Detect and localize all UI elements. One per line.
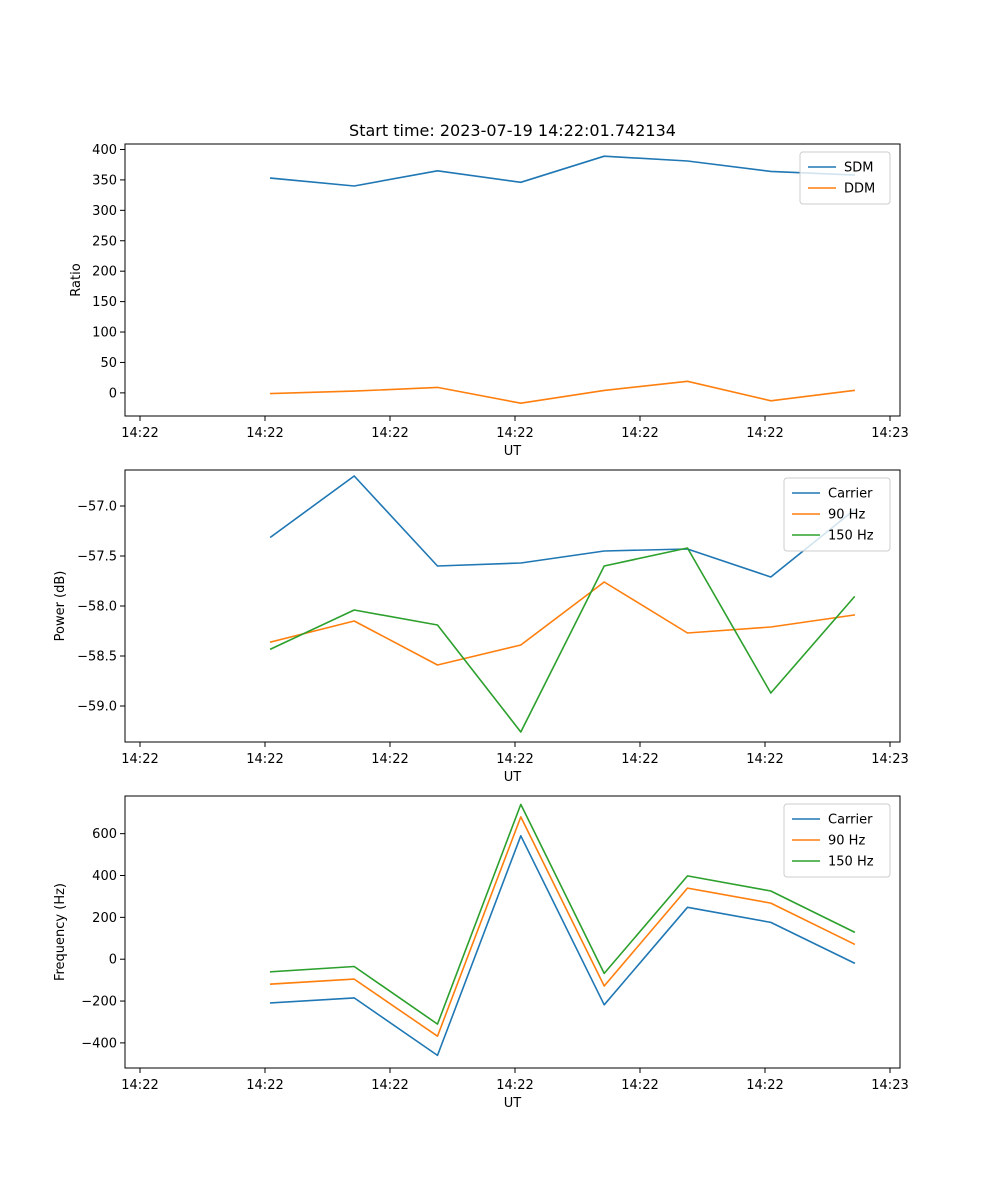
legend: Carrier 90 Hz 150 Hz <box>783 803 891 878</box>
y-tick-label: 150 <box>92 295 117 310</box>
legend-entry: DDM <box>844 182 875 197</box>
y-tick-label: 50 <box>100 356 117 371</box>
legend-frame <box>783 477 891 552</box>
x-tick-label: 14:22 <box>371 426 408 441</box>
y-tick-label: −200 <box>81 995 117 1010</box>
legend-entry: Carrier <box>828 487 873 502</box>
series-line-ddm <box>269 380 856 405</box>
legend-entry: 90 Hz <box>828 508 865 523</box>
x-tick-label: 14:22 <box>496 426 533 441</box>
y-tick-label: −57.5 <box>77 550 117 565</box>
y-tick-label: −57.0 <box>77 500 117 515</box>
y-tick-label: 250 <box>92 234 117 249</box>
x-axis-label: UT <box>504 444 522 459</box>
y-tick-label: 350 <box>92 173 117 188</box>
series-line-carrier <box>269 834 856 1057</box>
x-tick-label: 14:22 <box>121 1078 158 1093</box>
y-tick-label: 400 <box>92 869 117 884</box>
x-axis-label: UT <box>504 1096 522 1111</box>
x-tick-label: 14:22 <box>621 426 658 441</box>
x-tick-label: 14:22 <box>246 752 283 767</box>
y-tick-label: 0 <box>109 953 117 968</box>
y-tick-label: 100 <box>92 326 117 341</box>
legend-entry: 150 Hz <box>828 855 874 870</box>
y-tick-label: 0 <box>109 386 117 401</box>
figure-title: Start time: 2023-07-19 14:22:01.742134 <box>349 121 676 140</box>
legend-frame <box>783 803 891 878</box>
legend-entry: 150 Hz <box>828 529 874 544</box>
x-tick-label: 14:22 <box>746 752 783 767</box>
x-tick-label: 14:22 <box>746 426 783 441</box>
subplot-3: 14:22 14:22 14:22 14:22 14:22 14:22 14:23 −400 −… <box>53 795 909 1111</box>
y-tick-label: 200 <box>92 265 117 280</box>
legend: Carrier 90 Hz 150 Hz <box>783 477 891 552</box>
x-tick-label: 14:22 <box>496 1078 533 1093</box>
y-axis-label: Frequency (Hz) <box>53 883 68 981</box>
axes-frame <box>124 143 901 417</box>
y-axis-label: Ratio <box>69 263 84 296</box>
y-tick-label: −58.0 <box>77 600 117 615</box>
x-axis-label: UT <box>504 770 522 785</box>
series-line-90-hz <box>269 816 856 1037</box>
legend-entry: Carrier <box>828 813 873 828</box>
y-axis-label: Power (dB) <box>53 571 68 642</box>
y-tick-label: 400 <box>92 143 117 158</box>
y-tick-label: −400 <box>81 1036 117 1051</box>
series-line-sdm <box>269 155 856 187</box>
y-tick-label: 300 <box>92 204 117 219</box>
series-line-150-hz <box>269 547 856 733</box>
series-line-150-hz <box>269 803 856 1025</box>
x-tick-label: 14:22 <box>371 1078 408 1093</box>
x-tick-label: 14:23 <box>871 426 908 441</box>
x-tick-label: 14:22 <box>496 752 533 767</box>
y-tick-label: 600 <box>92 827 117 842</box>
legend: SDM DDM <box>799 151 891 205</box>
legend-entry: SDM <box>844 161 873 176</box>
x-tick-label: 14:22 <box>246 426 283 441</box>
x-tick-label: 14:22 <box>121 426 158 441</box>
subplot-2: 14:22 14:22 14:22 14:22 14:22 14:22 14:23 −59.0… <box>53 469 909 785</box>
y-tick-label: 200 <box>92 911 117 926</box>
x-tick-label: 14:22 <box>621 1078 658 1093</box>
y-tick-label: −58.5 <box>77 650 117 665</box>
x-tick-label: 14:22 <box>621 752 658 767</box>
x-tick-label: 14:22 <box>371 752 408 767</box>
legend-entry: 90 Hz <box>828 834 865 849</box>
subplots: 14:22 14:22 14:22 14:22 14:22 14:22 14:23 0 50 10… <box>53 143 909 1111</box>
axes-frame <box>124 795 901 1069</box>
x-tick-label: 14:22 <box>746 1078 783 1093</box>
subplot-1: 14:22 14:22 14:22 14:22 14:22 14:22 14:23 0 50 10… <box>69 143 909 459</box>
x-tick-label: 14:23 <box>871 1078 908 1093</box>
series-line-carrier <box>269 475 856 578</box>
y-tick-label: −59.0 <box>77 700 117 715</box>
x-tick-label: 14:22 <box>121 752 158 767</box>
x-tick-label: 14:22 <box>246 1078 283 1093</box>
series-line-90-hz <box>269 581 856 666</box>
x-tick-label: 14:23 <box>871 752 908 767</box>
legend-frame <box>799 151 891 205</box>
